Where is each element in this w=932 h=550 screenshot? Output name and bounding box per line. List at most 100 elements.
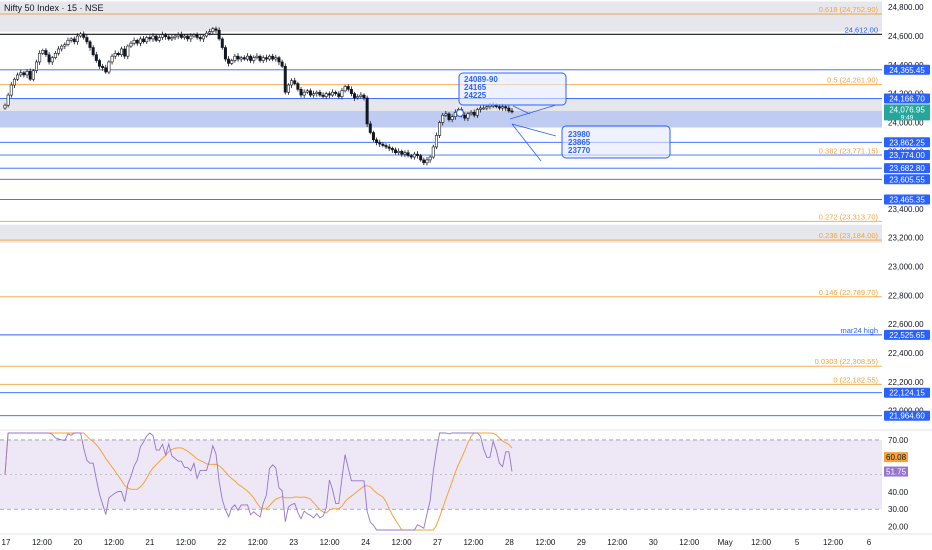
candle-body	[362, 94, 366, 99]
rsi-tick-label: 40.00	[888, 488, 909, 497]
rsi-tick-label: 20.00	[888, 523, 909, 532]
candle-body	[142, 38, 146, 43]
time-tick-label: 12:00	[823, 538, 844, 547]
targets-down-arrow	[511, 123, 557, 162]
candle-body	[296, 83, 300, 90]
candle-body	[34, 61, 38, 71]
candle-body	[104, 67, 108, 73]
candle-body	[201, 35, 205, 40]
level-price-tag	[884, 64, 930, 75]
candle-body	[331, 91, 335, 96]
candle-body	[145, 37, 149, 43]
candle-body	[113, 53, 117, 57]
candle-body	[9, 84, 13, 96]
candle-body	[365, 97, 369, 125]
candle-body	[3, 104, 7, 109]
candle-body	[397, 150, 401, 154]
candle-body	[419, 155, 423, 161]
candle-body	[75, 35, 79, 43]
time-tick-label: 29	[577, 538, 586, 547]
candle-body	[293, 80, 297, 84]
candle-body	[416, 153, 420, 156]
candle-body	[160, 34, 164, 38]
level-price-tag	[884, 329, 930, 340]
candle-body	[214, 28, 218, 31]
price-tick-label: 22,600.00	[888, 320, 924, 329]
candle-body	[438, 122, 442, 136]
level-label: 24,612.00	[845, 25, 878, 34]
time-tick-label: 12:00	[32, 538, 53, 547]
candle-body	[16, 74, 20, 80]
candle-body	[236, 55, 240, 60]
candle-body	[182, 35, 186, 38]
time-tick-label: 24	[361, 538, 370, 547]
candle-body	[343, 86, 347, 92]
level-label: 0.618 (24,752.90)	[819, 5, 879, 14]
current-price-tag	[884, 104, 930, 121]
candle-body	[255, 55, 259, 58]
level-price-tag	[884, 194, 930, 205]
candle-body	[337, 93, 341, 97]
level-price-tag	[884, 150, 930, 161]
level-price-tag	[884, 174, 930, 185]
candle-body	[463, 114, 467, 119]
time-tick-label: May	[718, 538, 733, 547]
targets-down-box	[561, 125, 671, 159]
level-price-tag-label: 23,465.35	[889, 195, 925, 204]
candle-body	[482, 107, 486, 110]
candle-body	[299, 89, 303, 96]
price-tick-label: 23,000.00	[888, 263, 924, 272]
candle-body	[261, 57, 265, 61]
candle-body	[441, 114, 445, 123]
candle-body	[44, 50, 48, 56]
level-label: 0.272 (23,313.70)	[819, 212, 879, 221]
candle-body	[268, 55, 272, 60]
time-tick-label: 21	[145, 538, 154, 547]
candle-body	[25, 71, 29, 76]
candle-body	[220, 38, 224, 48]
level-price-tag-label: 24,365.45	[889, 66, 925, 75]
candle-body	[290, 80, 294, 86]
current-price-value: 24,076.95	[889, 105, 925, 114]
level-price-tag-label: 23,605.55	[889, 175, 925, 184]
candle-body	[406, 152, 410, 156]
candle-body	[349, 89, 353, 94]
candle-body	[69, 38, 73, 41]
candle-body	[425, 159, 429, 164]
candle-body	[164, 34, 168, 38]
candle-body	[242, 57, 246, 60]
candle-body	[233, 55, 237, 61]
candle-body	[422, 159, 426, 164]
candle-body	[101, 65, 105, 69]
candle-body	[91, 47, 95, 56]
candle-body	[447, 113, 451, 120]
candle-body	[79, 33, 83, 37]
candle-body	[82, 33, 86, 38]
candle-body	[274, 57, 278, 60]
candle-body	[434, 135, 438, 148]
candle-body	[217, 29, 221, 40]
candle-body	[88, 41, 92, 48]
time-tick-label: 23	[289, 538, 298, 547]
candle-body	[129, 42, 133, 47]
candle-body	[189, 35, 193, 40]
candle-body	[205, 32, 209, 37]
time-tick-label: 12:00	[104, 538, 125, 547]
level-label: mar24 high	[840, 326, 878, 335]
candle-body	[192, 34, 196, 37]
level-price-tag-label: 23,862.25	[889, 138, 925, 147]
time-tick-label: 12:00	[176, 538, 197, 547]
candle-body	[31, 70, 35, 80]
candle-body	[211, 28, 215, 32]
candle-body	[176, 34, 180, 37]
candle-body	[72, 38, 76, 43]
rsi-tick-label: 30.00	[888, 505, 909, 514]
time-tick-label: 12:00	[751, 538, 772, 547]
level-label: 0.0303 (22,308.55)	[815, 357, 879, 366]
candle-body	[50, 57, 54, 63]
rsi-ma-value: 60.08	[886, 453, 907, 462]
candle-body	[324, 93, 328, 97]
candle-body	[223, 47, 227, 60]
level-price-tag-label: 23,774.00	[889, 151, 925, 160]
